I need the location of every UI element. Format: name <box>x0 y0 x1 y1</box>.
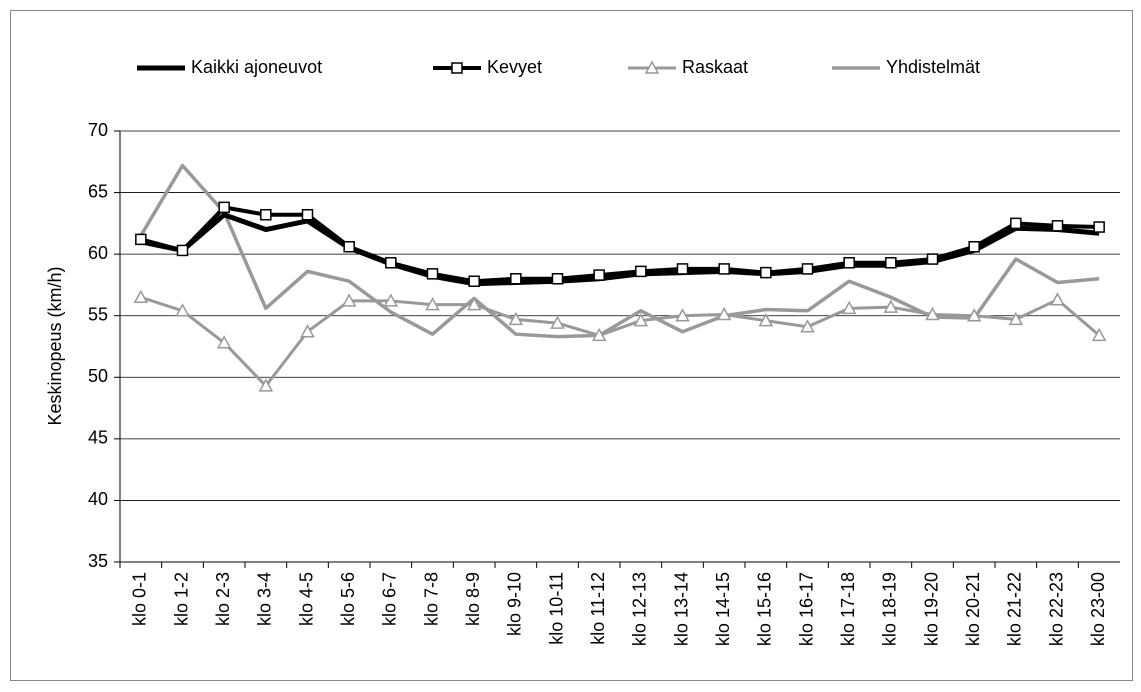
point <box>718 263 730 275</box>
point <box>1091 327 1107 342</box>
x-tick-label: klo 5-6 <box>338 572 358 626</box>
x-tick-label: klo 21-22 <box>1005 572 1025 646</box>
point <box>675 308 690 322</box>
frame <box>10 10 1133 681</box>
y-tick-label: 45 <box>88 428 108 448</box>
series-line <box>140 212 1100 287</box>
x-tick-label: klo 17-18 <box>838 572 858 646</box>
point <box>426 268 439 280</box>
point <box>466 297 482 311</box>
point <box>175 303 190 317</box>
x-tick-label: klo 13-14 <box>671 572 691 646</box>
point <box>635 265 647 278</box>
x-tick-label: klo 3-4 <box>255 572 275 626</box>
legend-label: Kaikki ajoneuvot <box>191 57 322 77</box>
point <box>133 289 149 303</box>
y-tick-label: 35 <box>88 551 108 571</box>
point <box>591 327 607 342</box>
x-tick-label: klo 12-13 <box>630 572 650 646</box>
x-tick-label: klo 14-15 <box>713 572 733 646</box>
point <box>1008 311 1024 326</box>
legend-label: Raskaat <box>682 57 748 77</box>
x-tick-label: klo 9-10 <box>505 572 525 636</box>
point <box>135 233 147 246</box>
point <box>260 208 272 221</box>
point <box>551 273 564 285</box>
point <box>468 275 480 287</box>
point <box>841 300 857 315</box>
point <box>343 241 355 253</box>
x-tick-label: klo 0-1 <box>130 572 150 626</box>
point <box>1050 292 1065 306</box>
point <box>301 208 314 221</box>
point <box>883 299 899 313</box>
x-tick-label: klo 10-11 <box>546 572 566 645</box>
series-line <box>140 205 1100 284</box>
x-tick-label: klo 6-7 <box>380 572 400 626</box>
point <box>968 241 980 253</box>
y-tick-label: 70 <box>88 120 108 140</box>
point <box>633 313 649 327</box>
series-line <box>139 163 1100 339</box>
point <box>800 319 815 333</box>
point <box>216 335 232 349</box>
point <box>218 201 230 214</box>
point <box>801 263 814 275</box>
point <box>1093 221 1105 233</box>
series-line <box>140 295 1101 388</box>
point <box>926 253 939 265</box>
x-tick-label: klo 2-3 <box>213 572 233 626</box>
point <box>758 313 774 327</box>
x-tick-label: klo 22-23 <box>1046 572 1066 646</box>
point <box>300 324 315 338</box>
x-tick-label: klo 19-20 <box>921 572 941 646</box>
point <box>341 293 357 307</box>
x-tick-label: klo 23-00 <box>1088 572 1108 646</box>
point <box>885 257 897 269</box>
legend-label: Yhdistelmät <box>886 57 980 77</box>
x-tick-label: klo 8-9 <box>463 572 483 626</box>
x-tick-label: klo 18-19 <box>880 572 900 646</box>
legend-marker <box>644 60 660 74</box>
point <box>425 297 440 311</box>
point <box>385 257 397 269</box>
y-tick-label: 50 <box>88 366 108 386</box>
x-tick-label: klo 20-21 <box>963 572 983 646</box>
y-tick-label: 55 <box>88 304 108 324</box>
point <box>676 263 689 275</box>
x-tick-label: klo 11-12 <box>588 572 608 645</box>
point <box>843 257 855 269</box>
point <box>176 244 189 257</box>
legend-label: Kevyet <box>487 57 542 77</box>
y-tick-label: 40 <box>88 489 108 509</box>
point <box>716 306 732 321</box>
point <box>593 269 605 281</box>
point <box>258 378 274 392</box>
legend-marker <box>451 62 463 74</box>
point <box>966 308 982 322</box>
point <box>925 306 940 321</box>
x-tick-label: klo 16-17 <box>796 572 816 646</box>
point <box>508 311 524 326</box>
point <box>1010 217 1022 230</box>
x-tick-label: klo 4-5 <box>296 572 316 626</box>
x-tick-label: klo 1-2 <box>171 572 191 626</box>
x-tick-label: klo 15-16 <box>755 572 775 646</box>
point <box>383 293 399 307</box>
point <box>760 266 772 279</box>
y-tick-label: 60 <box>88 243 108 263</box>
point <box>510 273 522 285</box>
y-tick-label: 65 <box>88 181 108 201</box>
point <box>550 315 565 329</box>
x-tick-label: klo 7-8 <box>421 572 441 626</box>
y-axis-label: Keskinopeus (km/h) <box>45 266 65 425</box>
point <box>1051 220 1064 232</box>
